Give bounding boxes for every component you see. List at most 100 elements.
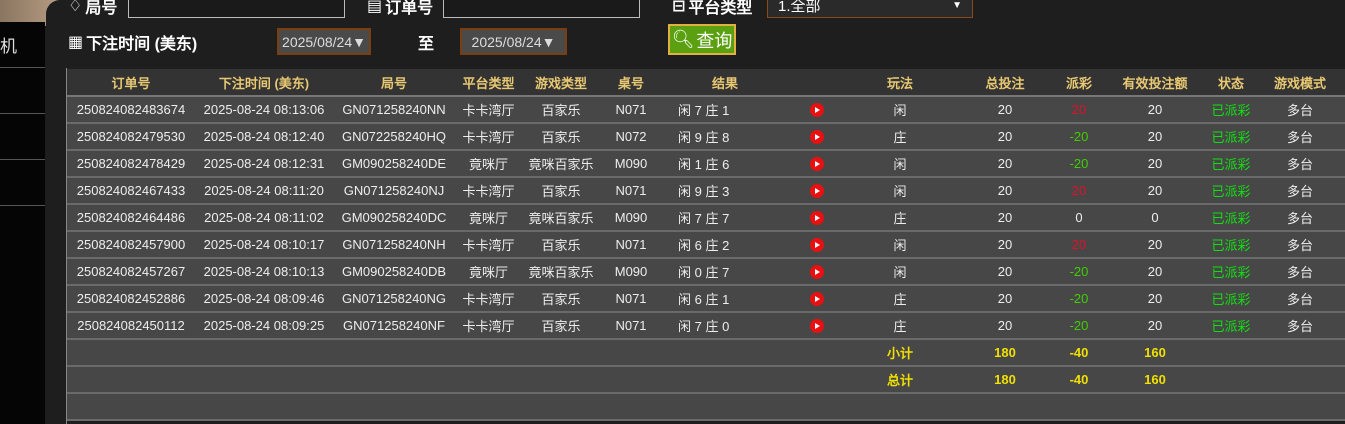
table-row[interactable]: 250824082452886 2025-08-24 08:09:46 GN0712… bbox=[67, 285, 1345, 313]
table-row[interactable]: 250824082478429 2025-08-24 08:12:31 GM0902… bbox=[67, 150, 1345, 178]
table-row[interactable]: 250824082479530 2025-08-24 08:12:40 GN0722… bbox=[67, 123, 1345, 151]
play-icon[interactable] bbox=[809, 211, 824, 226]
order-id-cell: 250824082452886 bbox=[67, 285, 195, 313]
valid-bet-cell: 20 bbox=[1103, 177, 1207, 205]
table-row[interactable]: 250824082457900 2025-08-24 08:10:17 GN0712… bbox=[67, 231, 1345, 259]
date-to-picker[interactable]: 2025/08/24 ▼ bbox=[460, 28, 567, 55]
query-button[interactable]: 🔍︎ 查询 bbox=[668, 24, 736, 55]
column-header[interactable]: 结果 bbox=[662, 69, 788, 97]
column-header[interactable]: 派彩 bbox=[1055, 69, 1103, 97]
sidebar-item[interactable]: 机 bbox=[0, 22, 45, 68]
status-cell: 已派彩 bbox=[1207, 123, 1255, 151]
empty-row bbox=[67, 393, 1345, 421]
replay-cell[interactable] bbox=[788, 204, 845, 232]
table-id-cell: M090 bbox=[600, 258, 662, 286]
empty-cell bbox=[662, 366, 788, 394]
replay-cell[interactable] bbox=[788, 312, 845, 340]
play-icon[interactable] bbox=[809, 184, 824, 199]
replay-cell[interactable] bbox=[788, 123, 845, 151]
empty-cell bbox=[333, 393, 455, 421]
valid-bet-cell: 20 bbox=[1103, 258, 1207, 286]
total-bet-cell: 20 bbox=[955, 123, 1055, 151]
dropdown-arrow-icon: ▼ bbox=[952, 0, 962, 11]
table-row[interactable]: 250824082467433 2025-08-24 08:11:20 GN0712… bbox=[67, 177, 1345, 205]
order-input[interactable] bbox=[443, 0, 640, 18]
empty-cell bbox=[1207, 339, 1255, 367]
result-cell: 闲 9 庄 3 bbox=[662, 177, 788, 205]
total-label: 总计 bbox=[845, 366, 955, 394]
table-row[interactable]: 250824082483674 2025-08-24 08:13:06 GN0712… bbox=[67, 96, 1345, 124]
replay-cell[interactable] bbox=[788, 285, 845, 313]
empty-cell bbox=[845, 393, 955, 421]
play-icon[interactable] bbox=[809, 238, 824, 253]
total-valid-bet: 160 bbox=[1103, 366, 1207, 394]
game-type-cell: 百家乐 bbox=[522, 123, 600, 151]
play-icon[interactable] bbox=[809, 319, 824, 334]
column-header[interactable] bbox=[788, 69, 845, 97]
play-icon[interactable] bbox=[809, 292, 824, 307]
column-header[interactable]: 订单号 bbox=[67, 69, 195, 97]
empty-cell bbox=[1103, 393, 1207, 421]
table-row[interactable]: 250824082464486 2025-08-24 08:11:02 GM0902… bbox=[67, 204, 1345, 232]
order-id-cell: 250824082479530 bbox=[67, 123, 195, 151]
replay-cell[interactable] bbox=[788, 96, 845, 124]
table-row[interactable]: 250824082457267 2025-08-24 08:10:13 GM0902… bbox=[67, 258, 1345, 286]
round-input[interactable] bbox=[128, 0, 345, 18]
column-header[interactable]: 下注时间 (美东) bbox=[195, 69, 333, 97]
platform-label: ⊟ 平台类型 bbox=[672, 0, 752, 18]
play-icon[interactable] bbox=[809, 157, 824, 172]
sidebar-item[interactable] bbox=[0, 68, 45, 114]
result-cell: 闲 7 庄 0 bbox=[662, 312, 788, 340]
replay-cell[interactable] bbox=[788, 258, 845, 286]
game-mode-cell: 多台 bbox=[1255, 96, 1345, 124]
empty-cell bbox=[1207, 393, 1255, 421]
order-label: ▤ 订单号 bbox=[367, 0, 433, 18]
column-header[interactable]: 有效投注额 bbox=[1103, 69, 1207, 97]
column-header[interactable]: 玩法 bbox=[845, 69, 955, 97]
empty-cell bbox=[1255, 366, 1345, 394]
status-cell: 已派彩 bbox=[1207, 96, 1255, 124]
play-icon[interactable] bbox=[809, 103, 824, 118]
game-type-cell: 百家乐 bbox=[522, 177, 600, 205]
sidebar-item[interactable] bbox=[0, 114, 45, 160]
result-cell: 闲 6 庄 2 bbox=[662, 231, 788, 259]
platform-cell: 卡卡湾厅 bbox=[455, 231, 522, 259]
replay-cell[interactable] bbox=[788, 177, 845, 205]
valid-bet-cell: 20 bbox=[1103, 312, 1207, 340]
total-bet-cell: 20 bbox=[955, 285, 1055, 313]
valid-bet-cell: 20 bbox=[1103, 150, 1207, 178]
game-mode-cell: 多台 bbox=[1255, 312, 1345, 340]
date-to-value: 2025/08/24 bbox=[471, 33, 542, 50]
payout-cell: 0 bbox=[1055, 204, 1103, 232]
bet-type-cell: 闲 bbox=[845, 258, 955, 286]
replay-cell[interactable] bbox=[788, 231, 845, 259]
column-header[interactable]: 桌号 bbox=[600, 69, 662, 97]
game-type-cell: 百家乐 bbox=[522, 231, 600, 259]
date-from-picker[interactable]: 2025/08/24 ▼ bbox=[277, 28, 371, 55]
platform-cell: 卡卡湾厅 bbox=[455, 123, 522, 151]
play-icon[interactable] bbox=[809, 265, 824, 280]
empty-cell bbox=[1207, 366, 1255, 394]
valid-bet-cell: 20 bbox=[1103, 96, 1207, 124]
sidebar-item[interactable] bbox=[0, 160, 45, 206]
empty-cell bbox=[788, 339, 845, 367]
game-mode-cell: 多台 bbox=[1255, 258, 1345, 286]
round-id-cell: GM090258240DC bbox=[333, 204, 455, 232]
game-mode-cell: 多台 bbox=[1255, 285, 1345, 313]
empty-cell bbox=[522, 366, 600, 394]
platform-select[interactable]: 1.全部 ▼ bbox=[767, 0, 973, 18]
column-header[interactable]: 游戏模式 bbox=[1255, 69, 1345, 97]
column-header[interactable]: 局号 bbox=[333, 69, 455, 97]
date-from-value: 2025/08/24 bbox=[282, 33, 353, 50]
column-header[interactable]: 游戏类型 bbox=[522, 69, 600, 97]
total-bet-cell: 20 bbox=[955, 231, 1055, 259]
table-row[interactable]: 250824082450112 2025-08-24 08:09:25 GN0712… bbox=[67, 312, 1345, 340]
replay-cell[interactable] bbox=[788, 150, 845, 178]
result-cell: 闲 7 庄 1 bbox=[662, 96, 788, 124]
total-payout: -40 bbox=[1055, 366, 1103, 394]
result-cell: 闲 9 庄 8 bbox=[662, 123, 788, 151]
column-header[interactable]: 状态 bbox=[1207, 69, 1255, 97]
column-header[interactable]: 总投注 bbox=[955, 69, 1055, 97]
column-header[interactable]: 平台类型 bbox=[455, 69, 522, 97]
play-icon[interactable] bbox=[809, 130, 824, 145]
